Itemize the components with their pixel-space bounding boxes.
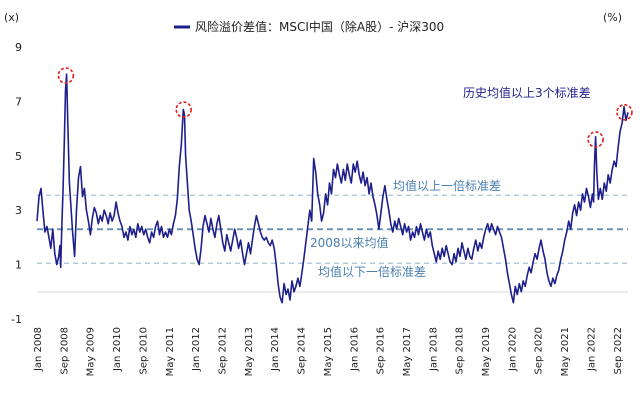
x-tick-label: May 2013 — [244, 327, 255, 376]
legend-label: 风险溢价差值：MSCI中国（除A股）- 沪深300 — [195, 19, 444, 34]
x-tick-label: Sep 2014 — [297, 327, 308, 374]
y-tick-label: 3 — [15, 204, 22, 217]
x-tick-label: May 2019 — [481, 327, 492, 376]
x-tick-label: May 2021 — [560, 327, 571, 376]
x-tick-label: May 2009 — [86, 327, 97, 376]
x-tick-label: Sep 2012 — [217, 327, 228, 374]
legend: 风险溢价差值：MSCI中国（除A股）- 沪深300 — [174, 19, 444, 34]
y-unit-right: (%) — [603, 11, 622, 24]
x-tick-label: May 2015 — [323, 327, 334, 376]
x-tick-label: Jan 2020 — [507, 327, 518, 372]
highlight-circle-1 — [175, 101, 192, 118]
y-axis: -1 1 3 5 7 9 — [11, 41, 22, 326]
x-tick-label: Jan 2018 — [428, 327, 439, 372]
y-tick-label: 1 — [15, 259, 22, 272]
x-tick-label: Jan 2016 — [349, 327, 360, 372]
x-tick-label: Jan 2012 — [191, 327, 202, 372]
x-tick-label: Sep 2022 — [613, 327, 624, 374]
x-tick-label: Jan 2022 — [586, 327, 597, 372]
x-tick-label: Jan 2008 — [33, 327, 44, 372]
highlight-circle-0 — [57, 67, 75, 84]
highlight-circle-3 — [616, 103, 633, 121]
x-tick-label: Sep 2008 — [59, 327, 70, 374]
x-tick-label: Sep 2020 — [534, 327, 545, 374]
y-tick-label: 5 — [15, 150, 22, 163]
x-axis: Jan 2008 Sep 2008 May 2009 Jan 2010 Sep 2010… — [33, 327, 624, 376]
highlight-circle-2 — [587, 131, 604, 148]
x-tick-label: Jan 2010 — [112, 327, 123, 372]
y-tick-label: 7 — [15, 95, 22, 108]
highlight-circles — [57, 67, 633, 148]
y-unit-left: (x) — [4, 11, 19, 24]
ref-label-upper-std: 均值以上一倍标准差 — [393, 178, 501, 193]
ref-label-lower-std: 均值以下一倍标准差 — [318, 264, 426, 279]
x-tick-label: Sep 2016 — [376, 327, 387, 374]
series-line — [36, 73, 629, 304]
x-tick-label: May 2011 — [165, 327, 176, 376]
x-tick-label: Sep 2018 — [455, 327, 466, 374]
reference-lines — [37, 194, 628, 264]
x-tick-label: Jan 2014 — [270, 327, 281, 372]
x-tick-label: May 2017 — [402, 327, 413, 376]
y-tick-label: -1 — [11, 313, 22, 326]
y-tick-label: 9 — [15, 41, 22, 54]
annotation-3-std: 历史均值以上3个标准差 — [463, 85, 591, 100]
ref-label-mean: 2008以来均值 — [310, 235, 389, 250]
x-tick-label: Sep 2010 — [138, 327, 149, 374]
